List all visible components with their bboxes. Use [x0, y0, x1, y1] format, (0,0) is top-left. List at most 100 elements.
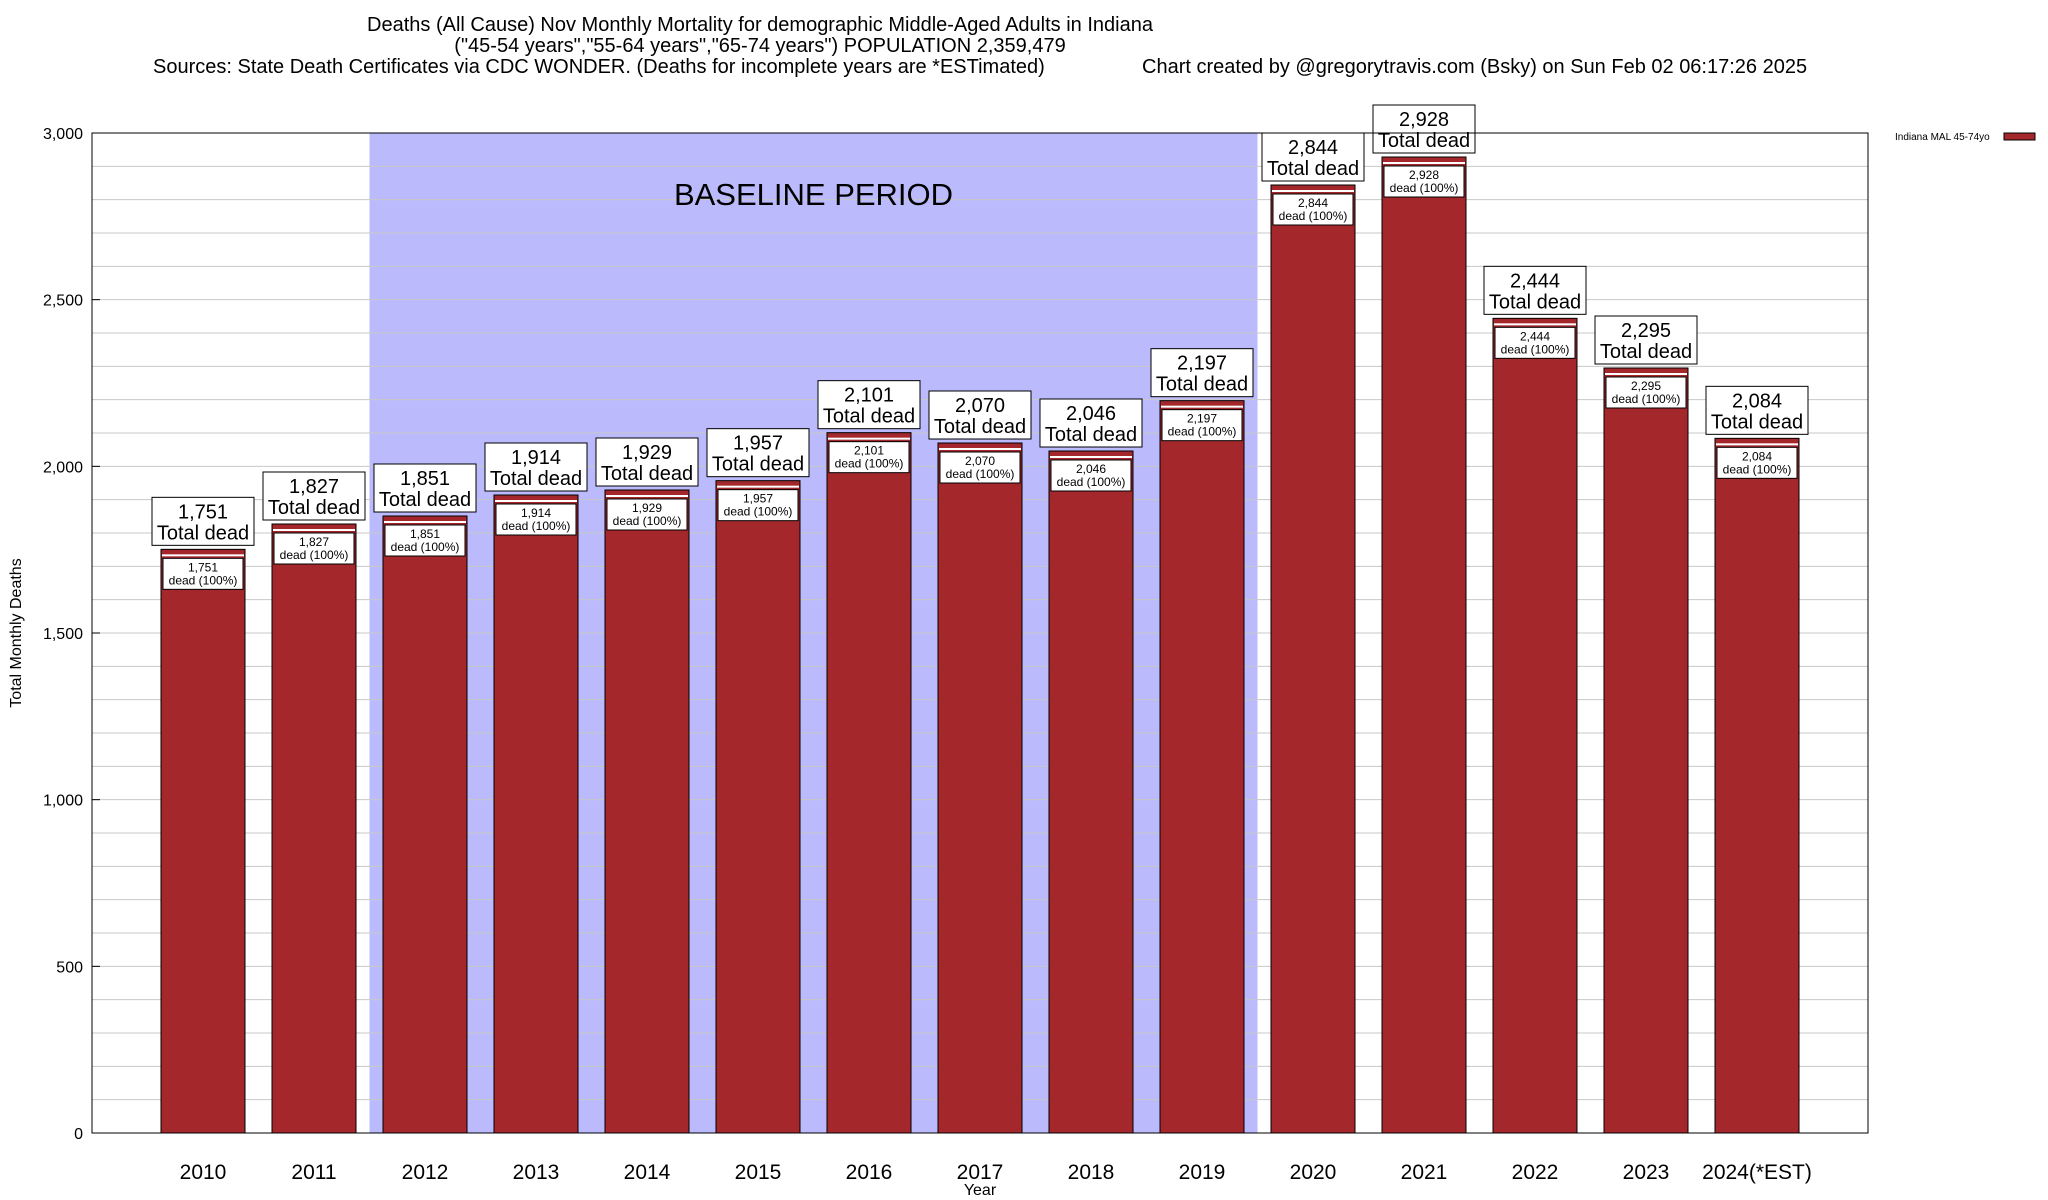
total-label-box — [706, 428, 810, 478]
inner-label-box — [606, 498, 688, 531]
bar — [493, 494, 579, 1134]
inner-value-label: 1,751 — [188, 560, 218, 574]
inner-label-box — [1050, 459, 1132, 492]
inner-percent-label: dead (100%) — [280, 548, 349, 562]
chart-title: Deaths (All Cause) Nov Monthly Mortality… — [367, 14, 1153, 36]
inner-value-label: 2,046 — [1076, 462, 1106, 476]
bar-top-stripe — [1494, 323, 1576, 326]
bar-top-stripe — [1716, 443, 1798, 446]
total-value-label: 1,827 — [289, 476, 339, 498]
total-label-box — [595, 437, 699, 487]
total-value-label: 2,084 — [1732, 390, 1782, 412]
x-tick-label: 2023 — [1623, 1161, 1670, 1184]
x-tick-label: 2024(*EST) — [1702, 1161, 1812, 1184]
inner-percent-label: dead (100%) — [1168, 425, 1237, 439]
bar-top-stripe — [1272, 190, 1354, 192]
total-value-label: 1,851 — [400, 468, 450, 490]
bar — [271, 523, 357, 1134]
inner-percent-label: dead (100%) — [946, 467, 1015, 481]
bar — [715, 480, 801, 1134]
x-tick-label: 2014 — [624, 1161, 671, 1184]
inner-value-label: 2,295 — [1631, 379, 1661, 393]
y-axis-label: Total Monthly Deaths — [8, 558, 25, 707]
bar — [1714, 437, 1800, 1134]
inner-percent-label: dead (100%) — [613, 514, 682, 528]
bar-top-stripe — [1605, 373, 1687, 375]
total-label-box — [1705, 385, 1809, 435]
total-label-box — [1594, 315, 1698, 365]
chart-header: Deaths (All Cause) Nov Monthly Mortality… — [0, 14, 2048, 84]
total-value-label: 2,101 — [844, 385, 894, 407]
bar-top-stripe — [384, 521, 466, 523]
total-label-box — [928, 390, 1032, 440]
inner-value-label: 2,444 — [1520, 329, 1550, 343]
x-tick-label: 2012 — [402, 1161, 449, 1184]
total-dead-label: Total dead — [823, 406, 915, 428]
y-tick-label: 2,500 — [43, 293, 83, 310]
inner-label-box — [939, 451, 1021, 484]
total-dead-label: Total dead — [1156, 374, 1248, 396]
bar — [604, 489, 690, 1134]
inner-label-box — [1161, 409, 1243, 442]
bar-top-stripe — [1161, 405, 1243, 408]
total-dead-label: Total dead — [1711, 411, 1803, 433]
inner-value-label: 2,101 — [854, 444, 884, 458]
x-tick-label: 2013 — [513, 1161, 560, 1184]
inner-value-label: 2,084 — [1742, 449, 1772, 463]
inner-value-label: 2,070 — [965, 454, 995, 468]
bar-top-stripe — [939, 448, 1021, 450]
y-tick-label: 2,000 — [43, 459, 83, 476]
total-label-box — [151, 496, 255, 546]
bar — [826, 432, 912, 1134]
inner-value-label: 2,197 — [1187, 412, 1217, 426]
total-value-label: 1,914 — [511, 447, 561, 469]
total-value-label: 2,928 — [1399, 109, 1449, 131]
bar — [937, 442, 1023, 1134]
legend-swatch — [2003, 132, 2036, 141]
bar — [160, 548, 246, 1134]
y-tick-label: 1,000 — [43, 793, 83, 810]
total-value-label: 1,929 — [622, 442, 672, 464]
inner-percent-label: dead (100%) — [1279, 209, 1348, 223]
total-label-box — [484, 442, 588, 492]
total-dead-label: Total dead — [1489, 291, 1581, 313]
inner-value-label: 1,851 — [410, 527, 440, 541]
inner-value-label: 2,844 — [1298, 196, 1328, 210]
total-value-label: 2,197 — [1177, 353, 1227, 375]
inner-percent-label: dead (100%) — [1723, 462, 1792, 476]
inner-label-box — [1494, 326, 1576, 359]
bar — [1270, 184, 1356, 1134]
total-label-box — [817, 380, 921, 430]
total-dead-label: Total dead — [601, 463, 693, 485]
total-dead-label: Total dead — [379, 489, 471, 511]
inner-value-label: 1,929 — [632, 501, 662, 515]
legend-label: Indiana MAL 45-74yo — [1895, 132, 1990, 143]
x-tick-label: 2022 — [1512, 1161, 1559, 1184]
bar — [1048, 450, 1134, 1134]
bar-top-stripe — [717, 485, 799, 488]
total-dead-label: Total dead — [1267, 158, 1359, 180]
bar-top-stripe — [828, 437, 910, 440]
total-value-label: 2,295 — [1621, 320, 1671, 342]
total-dead-label: Total dead — [490, 468, 582, 490]
inner-percent-label: dead (100%) — [1612, 392, 1681, 406]
inner-percent-label: dead (100%) — [1057, 475, 1126, 489]
bar-top-stripe — [495, 500, 577, 502]
inner-label-box — [1272, 193, 1354, 226]
total-label-box — [262, 471, 366, 521]
x-tick-label: 2020 — [1290, 1161, 1337, 1184]
total-dead-label: Total dead — [268, 497, 360, 519]
bar-top-stripe — [273, 529, 355, 531]
bar-top-stripe — [1383, 162, 1465, 164]
x-tick-label: 2015 — [735, 1161, 782, 1184]
x-tick-label: 2010 — [180, 1161, 227, 1184]
total-value-label: 1,751 — [178, 501, 228, 523]
y-tick-label: 500 — [56, 959, 83, 976]
inner-label-box — [717, 489, 799, 522]
x-tick-label: 2019 — [1179, 1161, 1226, 1184]
inner-percent-label: dead (100%) — [391, 540, 460, 554]
x-tick-label: 2016 — [846, 1161, 893, 1184]
inner-percent-label: dead (100%) — [502, 519, 571, 533]
